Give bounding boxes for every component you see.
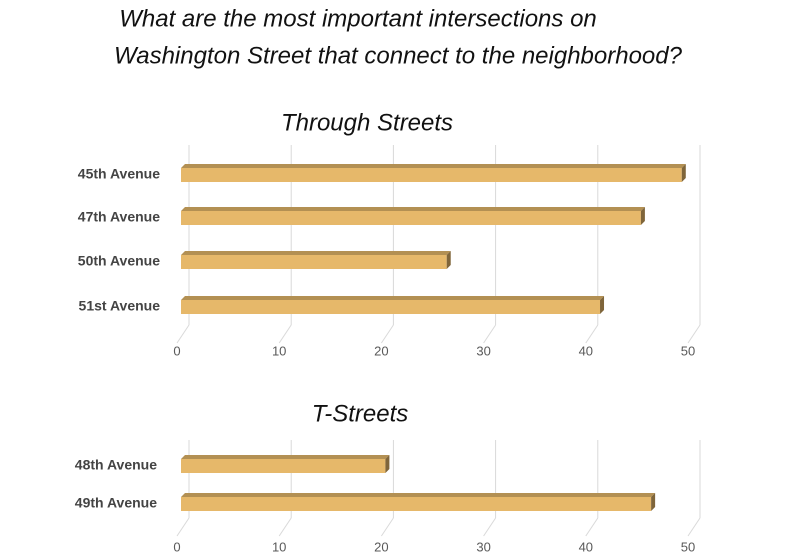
grid-line (687, 440, 701, 537)
bar (181, 493, 656, 511)
x-tick-label: 50 (681, 343, 695, 358)
grid-line-floor (687, 517, 701, 537)
bar-top (181, 455, 390, 459)
grid-line-floor (687, 324, 701, 344)
x-tick-label: 40 (579, 539, 593, 554)
x-tick-label: 50 (681, 539, 695, 554)
chart-panel (30, 430, 720, 555)
bar-front (181, 211, 641, 225)
bar (181, 296, 605, 314)
chart-title: Through Streets (281, 109, 453, 136)
x-tick-label: 40 (579, 343, 593, 358)
bar-top (181, 164, 686, 168)
category-label: 48th Avenue (75, 457, 157, 473)
grid-line-floor (380, 324, 394, 344)
bar-front (181, 255, 447, 269)
bar-side (651, 493, 656, 511)
page-title-line-2: Washington Street that connect to the ne… (114, 42, 683, 69)
page-title-line-1: What are the most important intersection… (119, 5, 597, 32)
bar-side (385, 455, 390, 473)
category-label: 51st Avenue (79, 298, 161, 314)
grid-line-floor (278, 324, 292, 344)
bar-top (181, 296, 605, 300)
bar (181, 207, 645, 225)
bar-front (181, 300, 601, 314)
category-label: 45th Avenue (78, 166, 160, 182)
bar (181, 164, 686, 182)
bar-top (181, 251, 451, 255)
grid-line-floor (380, 517, 394, 537)
bar-front (181, 497, 652, 511)
x-tick-label: 0 (173, 343, 180, 358)
x-tick-label: 20 (374, 539, 388, 554)
x-tick-label: 30 (476, 343, 490, 358)
x-tick-label: 20 (374, 343, 388, 358)
bar-side (640, 207, 645, 225)
bar-top (181, 207, 645, 211)
bar-top (181, 493, 656, 497)
grid-line-floor (176, 517, 190, 537)
bar-front (181, 168, 682, 182)
category-label: 50th Avenue (78, 253, 160, 269)
grid-line (687, 145, 701, 344)
bar-side (600, 296, 605, 314)
grid-line-floor (585, 324, 599, 344)
x-tick-label: 10 (272, 539, 286, 554)
x-tick-label: 10 (272, 343, 286, 358)
x-tick-label: 0 (173, 539, 180, 554)
grid-line-floor (483, 517, 497, 537)
grid-line-floor (483, 324, 497, 344)
x-tick-label: 30 (476, 539, 490, 554)
category-label: 49th Avenue (75, 495, 157, 511)
grid-line-floor (278, 517, 292, 537)
grid-line-floor (176, 324, 190, 344)
bar (181, 455, 390, 473)
chart-title: T-Streets (312, 400, 408, 427)
bar-front (181, 459, 386, 473)
grid-line-floor (585, 517, 599, 537)
bar-side (681, 164, 686, 182)
category-label: 47th Avenue (78, 209, 160, 225)
bar (181, 251, 451, 269)
bar-side (446, 251, 451, 269)
